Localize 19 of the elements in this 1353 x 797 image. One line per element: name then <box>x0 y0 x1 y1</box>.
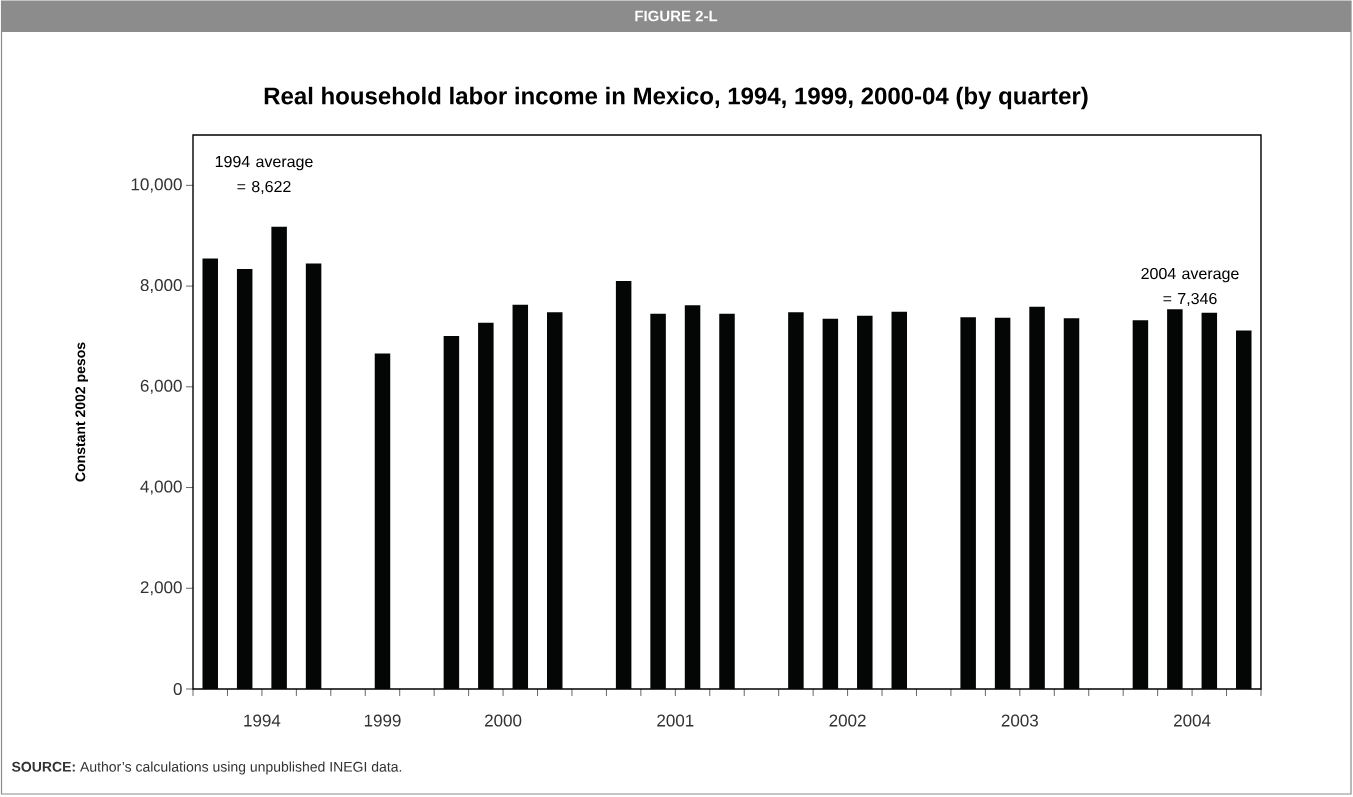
chart-title: Real household labor income in Mexico, 1994, 1999, 2000-04 (by quarter) <box>264 86 1088 110</box>
caption: FIGURE 2-L <box>635 10 718 22</box>
y-axis-title: Constant 2002 pesos <box>75 342 89 482</box>
y-tick-label: 0 <box>173 682 182 696</box>
x-tick-label: 2004 <box>1174 714 1211 727</box>
x-tick-label: 2002 <box>829 714 866 727</box>
annotation: 2004 average = 7,346 <box>1141 267 1239 307</box>
x-tick-label: 1999 <box>364 714 401 727</box>
y-tick-label: 8,000 <box>140 279 182 294</box>
y-tick-label: 2,000 <box>140 581 182 596</box>
annotation: 1994 average = 8,622 <box>215 155 313 195</box>
x-tick-label: 2000 <box>485 714 522 727</box>
y-tick-label: 4,000 <box>140 480 182 495</box>
y-tick-label: 6,000 <box>140 379 182 394</box>
y-tick-label: 10,000 <box>131 178 182 193</box>
text: SOURCE: Author’s calculations using unpublished INEGI data. <box>11 761 402 775</box>
x-tick-label: 2003 <box>1001 714 1038 727</box>
x-tick-label: 2001 <box>657 714 694 727</box>
x-tick-label: 1994 <box>244 714 281 727</box>
